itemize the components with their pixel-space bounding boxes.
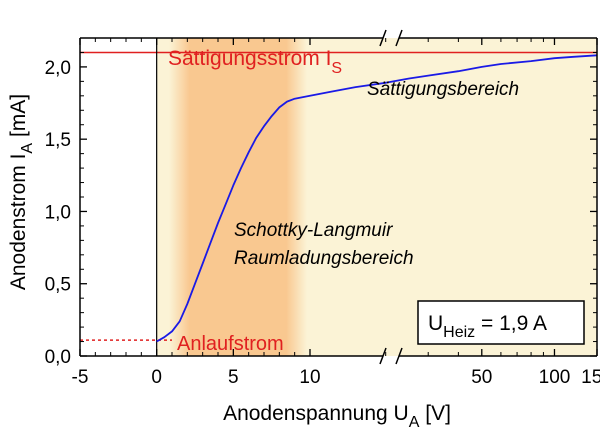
heater-label: UHeiz = 1,9 A [428, 312, 547, 341]
axis-break-mark-top-1 [379, 29, 387, 47]
x-axis-title-text: Anodenspannung U [223, 402, 409, 425]
heater-symbol: U [428, 312, 443, 335]
y-axis-title-text: Anodenstrom I [7, 154, 30, 291]
y-tick-label: 2,0 [45, 58, 71, 79]
x-tick-label: 10 [299, 367, 320, 388]
x-tick-label: 5 [228, 367, 239, 388]
saturation-current-subscript: S [331, 60, 342, 77]
saturation-current-label: Sättigungsstrom IS [168, 47, 342, 77]
axis-break-mark-bottom-2 [395, 347, 403, 365]
y-tick-label: 0,0 [45, 347, 71, 368]
saturation-region-label: Sättigungsbereich [367, 79, 519, 100]
x-axis-title-subscript: A [409, 414, 420, 431]
y-axis-title-unit: [mA] [7, 94, 30, 143]
y-axis-title: Anodenstrom IA [mA] [7, 94, 36, 290]
curve-layer [156, 54, 598, 343]
space-charge-label-line2: Raumladungsbereich [234, 248, 414, 269]
y-tick-label: 0,5 [45, 275, 71, 296]
x-tick-label: 150 [581, 367, 600, 388]
onset-current-label: Anlaufstrom [177, 333, 284, 355]
axes [79, 29, 598, 365]
heater-legend-box: UHeiz = 1,9 A [417, 300, 585, 345]
shaded-regions [156, 38, 597, 356]
axis-break-mark-bottom-1 [379, 347, 387, 365]
space-charge-label-line1: Schottky-Langmuir [234, 220, 393, 241]
anode-current-curve [156, 54, 598, 343]
y-tick-label: 1,0 [45, 202, 71, 223]
x-tick-label: 100 [539, 367, 571, 388]
space-charge-region-fill [168, 38, 307, 356]
saturation-current-text: Sättigungsstrom I [168, 47, 331, 70]
x-axis-title: Anodenspannung UA [V] [223, 402, 451, 431]
x-axis-title-unit: [V] [419, 402, 451, 425]
x-tick-label: -5 [72, 367, 89, 388]
axis-break-mark-top-2 [395, 29, 403, 47]
y-axis-title-subscript: A [19, 143, 36, 154]
heater-value: = 1,9 A [475, 312, 547, 335]
y-tick-label: 1,5 [45, 130, 71, 151]
ticks: -5 0 5 10 50 100 150 0,0 0,5 1,0 1,5 2,0 [45, 38, 600, 388]
heater-box-frame [417, 300, 585, 345]
reference-lines [80, 38, 597, 356]
x-tick-label: 50 [471, 367, 492, 388]
heater-subscript: Heiz [443, 324, 475, 341]
x-tick-label: 0 [151, 367, 162, 388]
